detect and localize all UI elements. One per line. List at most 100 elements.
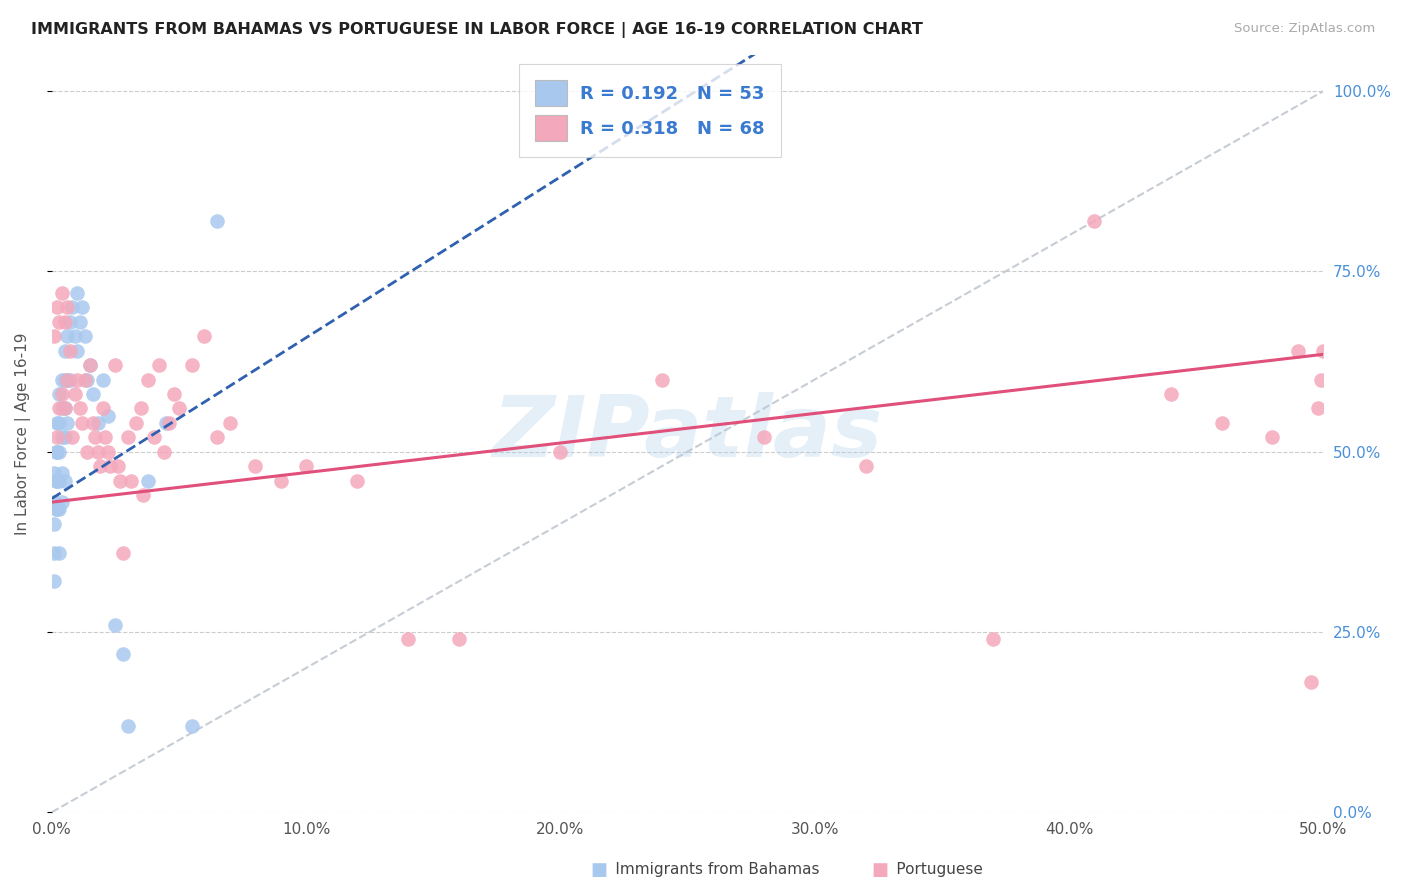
Point: [48, 546, 70, 560]
Text: IMMIGRANTS FROM BAHAMAS VS PORTUGUESE IN LABOR FORCE | AGE 16-19 CORRELATION CHA: IMMIGRANTS FROM BAHAMAS VS PORTUGUESE IN…: [31, 22, 922, 38]
Point: [1299, 675, 1322, 690]
Text: Portuguese: Portuguese: [872, 863, 983, 877]
Text: ■: ■: [591, 861, 607, 879]
Point: [59, 373, 82, 387]
Point: [53, 430, 76, 444]
Text: ■: ■: [872, 861, 889, 879]
Point: [104, 617, 127, 632]
Point: [45, 474, 67, 488]
Point: [73, 329, 96, 343]
Point: [45, 301, 67, 315]
Point: [48, 502, 70, 516]
Text: Source: ZipAtlas.com: Source: ZipAtlas.com: [1234, 22, 1375, 36]
Point: [59, 315, 82, 329]
Point: [112, 647, 135, 661]
Point: [1261, 430, 1284, 444]
Point: [148, 358, 170, 372]
Point: [72, 301, 94, 315]
Point: [56, 416, 79, 430]
Point: [167, 401, 190, 416]
Point: [396, 632, 419, 646]
Point: [66, 343, 89, 358]
Point: [120, 474, 142, 488]
Point: [89, 459, 111, 474]
Point: [48, 387, 70, 401]
Y-axis label: In Labor Force | Age 16-19: In Labor Force | Age 16-19: [15, 333, 31, 535]
Legend: R = 0.192   N = 53, R = 0.318   N = 68: R = 0.192 N = 53, R = 0.318 N = 68: [519, 64, 780, 157]
Point: [82, 387, 104, 401]
Point: [45, 416, 67, 430]
Point: [48, 416, 70, 430]
Point: [51, 401, 73, 416]
Point: [53, 401, 76, 416]
Point: [152, 444, 174, 458]
Point: [163, 387, 186, 401]
Point: [45, 502, 67, 516]
Point: [45, 430, 67, 444]
Point: [218, 416, 240, 430]
Point: [56, 373, 79, 387]
Point: [45, 444, 67, 458]
Point: [44, 495, 66, 509]
Point: [97, 444, 120, 458]
Point: [82, 416, 104, 430]
Point: [48, 474, 70, 488]
Point: [104, 358, 127, 372]
Text: ZIPatlas: ZIPatlas: [492, 392, 883, 475]
Point: [45, 502, 67, 516]
Point: [1211, 416, 1233, 430]
Point: [752, 430, 775, 444]
Point: [48, 315, 70, 329]
Point: [53, 373, 76, 387]
Point: [245, 459, 267, 474]
Point: [112, 546, 135, 560]
Point: [56, 329, 79, 343]
Point: [346, 474, 368, 488]
Point: [1312, 343, 1334, 358]
Point: [270, 474, 292, 488]
Point: [550, 444, 572, 458]
Point: [97, 409, 120, 423]
Point: [94, 430, 117, 444]
Point: [1309, 373, 1331, 387]
Point: [180, 718, 202, 732]
Point: [91, 401, 114, 416]
Point: [72, 416, 94, 430]
Point: [1308, 401, 1330, 416]
Point: [447, 632, 470, 646]
Point: [44, 516, 66, 531]
Point: [84, 430, 107, 444]
Point: [51, 373, 73, 387]
Point: [69, 401, 91, 416]
Point: [51, 387, 73, 401]
Point: [110, 474, 132, 488]
Point: [117, 430, 139, 444]
Point: [44, 574, 66, 589]
Point: [129, 401, 152, 416]
Point: [157, 416, 180, 430]
Point: [51, 430, 73, 444]
Point: [295, 459, 318, 474]
Point: [1286, 343, 1309, 358]
Point: [66, 286, 89, 301]
Point: [138, 373, 160, 387]
Point: [125, 416, 148, 430]
Point: [44, 329, 66, 343]
Point: [56, 301, 79, 315]
Point: [855, 459, 877, 474]
Point: [138, 474, 160, 488]
Point: [51, 467, 73, 481]
Point: [56, 373, 79, 387]
Point: [48, 444, 70, 458]
Point: [51, 286, 73, 301]
Point: [45, 444, 67, 458]
Point: [193, 329, 215, 343]
Point: [63, 329, 86, 343]
Point: [180, 358, 202, 372]
Point: [79, 358, 101, 372]
Point: [76, 444, 98, 458]
Point: [1083, 214, 1105, 228]
Point: [66, 373, 89, 387]
Point: [132, 488, 155, 502]
Point: [155, 416, 177, 430]
